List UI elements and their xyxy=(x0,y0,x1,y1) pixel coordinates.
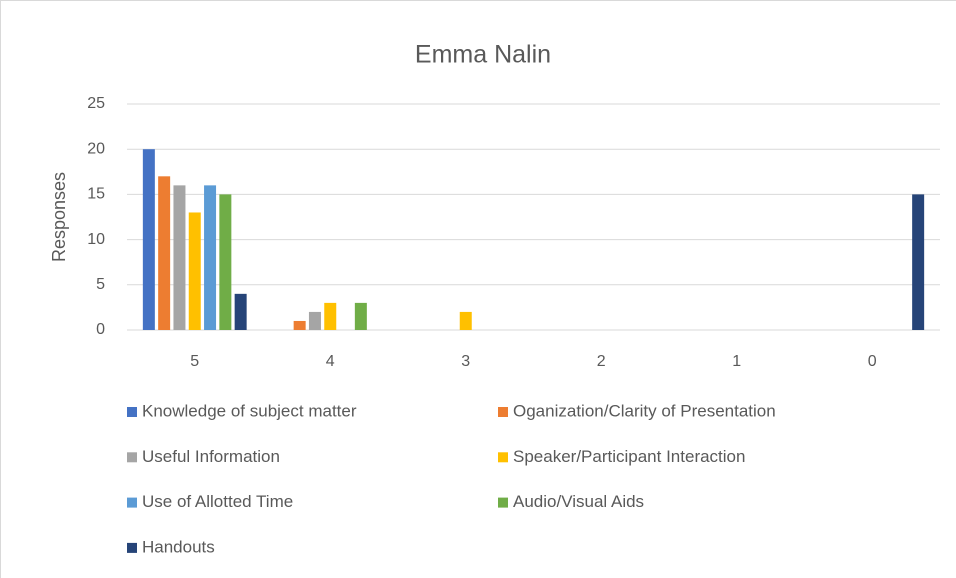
legend-label: Audio/Visual Aids xyxy=(513,492,644,511)
x-tick-label: 1 xyxy=(732,353,741,370)
bar xyxy=(173,185,186,330)
legend-label: Useful Information xyxy=(142,447,280,466)
legend-label: Use of Allotted Time xyxy=(142,492,293,511)
bar xyxy=(324,302,337,330)
bar xyxy=(308,311,321,330)
legend-swatch xyxy=(127,542,137,553)
y-tick-label: 20 xyxy=(87,140,105,157)
bar xyxy=(354,302,367,330)
legend-label: Speaker/Participant Interaction xyxy=(513,447,745,466)
bar xyxy=(912,194,925,330)
bar xyxy=(142,149,155,330)
y-tick-label: 25 xyxy=(87,95,105,112)
legend-swatch xyxy=(498,452,508,463)
x-tick-label: 3 xyxy=(461,353,470,370)
legend-swatch xyxy=(498,407,508,417)
x-tick-label: 2 xyxy=(597,353,606,370)
x-tick-label: 5 xyxy=(190,353,199,370)
bar xyxy=(158,176,171,330)
x-tick-label: 4 xyxy=(326,353,335,370)
bar xyxy=(219,194,232,330)
bar xyxy=(234,293,247,330)
legend-label: Oganization/Clarity of Presentation xyxy=(513,401,776,420)
bar xyxy=(459,311,472,330)
y-axis-label: Responses xyxy=(49,172,69,262)
bar xyxy=(204,185,217,330)
y-tick-label: 5 xyxy=(96,276,105,293)
legend-swatch xyxy=(127,407,137,417)
bar xyxy=(188,212,201,330)
bar xyxy=(293,320,306,330)
chart-title: Emma Nalin xyxy=(415,41,551,69)
x-tick-label: 0 xyxy=(868,353,877,370)
y-tick-label: 0 xyxy=(96,321,105,338)
y-tick-label: 15 xyxy=(87,186,105,203)
y-tick-label: 10 xyxy=(87,231,105,248)
legend-swatch xyxy=(127,497,137,508)
legend-swatch xyxy=(127,452,137,463)
legend-swatch xyxy=(498,497,508,508)
legend-label: Handouts xyxy=(142,537,215,556)
legend-label: Knowledge of subject matter xyxy=(142,401,357,420)
